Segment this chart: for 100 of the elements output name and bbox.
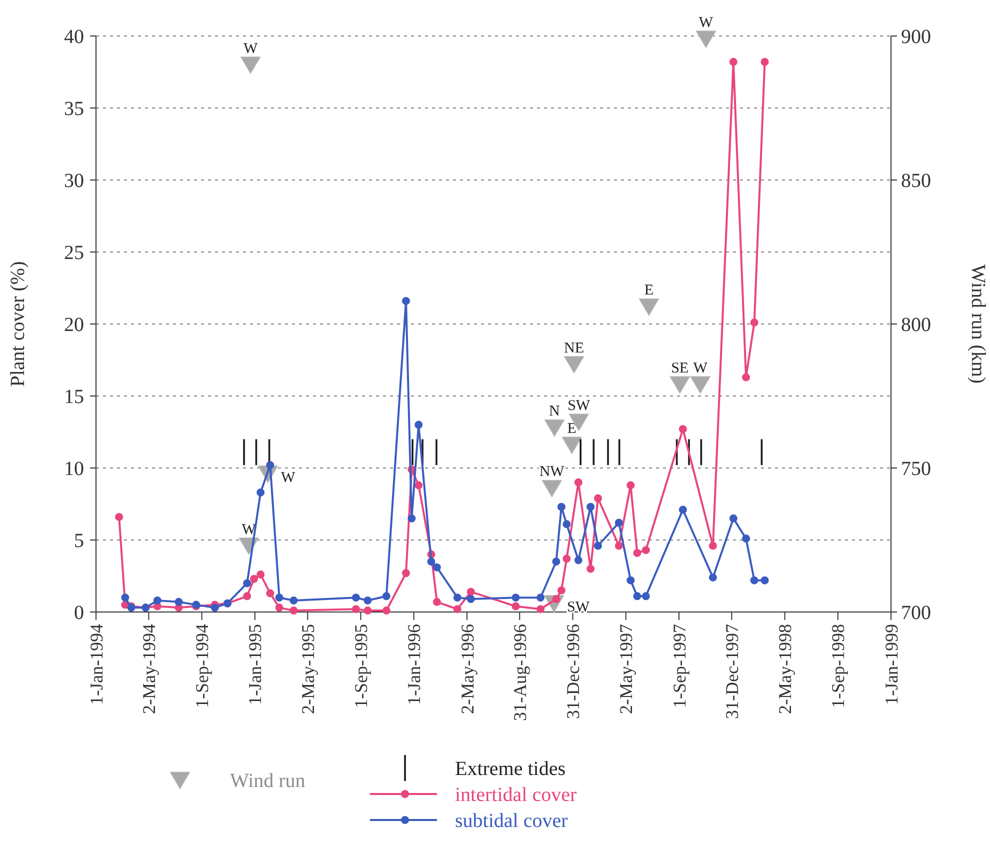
- data-label: SW: [567, 599, 590, 616]
- point: [544, 419, 565, 437]
- point: [290, 596, 298, 604]
- x-tick-label: 1-Sep-1998: [828, 624, 848, 708]
- y2-tick-label: 800: [901, 314, 931, 336]
- point: [552, 558, 560, 566]
- point: [708, 573, 717, 582]
- point: [574, 478, 582, 486]
- data-label: W: [243, 40, 258, 57]
- point: [427, 558, 436, 566]
- point: [432, 563, 441, 572]
- point: [586, 564, 595, 573]
- data-label: NW: [539, 464, 566, 480]
- legend-label: intertidal cover: [455, 784, 577, 806]
- point: [382, 606, 390, 615]
- point: [642, 546, 650, 554]
- point: [594, 494, 602, 502]
- x-tick-label: 1-Jan-1995: [245, 624, 266, 705]
- point: [557, 502, 566, 511]
- point: [542, 480, 562, 498]
- data-label: NE: [564, 340, 584, 356]
- x-tick-label: 1-Jan-1996: [404, 624, 424, 705]
- legend-label: Wind run: [230, 770, 306, 792]
- point: [742, 373, 750, 382]
- y2-tick-label: 900: [901, 26, 931, 48]
- point: [402, 296, 410, 305]
- point: [586, 502, 595, 511]
- point: [690, 376, 711, 394]
- x-tick-label: 31-Dec-1997: [722, 624, 742, 719]
- point: [614, 518, 623, 527]
- point: [210, 604, 219, 612]
- x-tick-label: 1-Jan-1994: [86, 624, 106, 705]
- text: Extreme tides: [455, 758, 566, 780]
- point: [760, 58, 769, 66]
- point: [153, 596, 162, 604]
- point: [670, 376, 690, 394]
- point: [614, 542, 623, 550]
- point: [512, 602, 520, 610]
- point: [633, 592, 642, 600]
- y-tick-label: 40: [64, 26, 84, 48]
- point: [466, 595, 475, 604]
- x-tick-label: 2-May-1996: [457, 624, 478, 714]
- point: [678, 506, 687, 514]
- point: [638, 298, 660, 316]
- data-label: W: [280, 470, 296, 486]
- point: [275, 594, 284, 602]
- point: [432, 598, 441, 606]
- y2-tick-label: 700: [901, 602, 931, 624]
- point: [121, 594, 130, 602]
- point: [750, 318, 758, 327]
- point: [626, 481, 635, 490]
- point: [696, 30, 716, 48]
- point: [536, 605, 545, 614]
- data-label: E: [567, 420, 576, 437]
- point: [256, 570, 265, 579]
- x-tick-label: 2-May-1994: [138, 624, 159, 714]
- point: [352, 605, 360, 614]
- point: [562, 436, 582, 454]
- point: [552, 595, 560, 604]
- point: [240, 56, 261, 74]
- point: [574, 556, 582, 564]
- point: [562, 554, 571, 563]
- y2-axis-title: Wind run (km): [967, 264, 989, 384]
- point: [115, 512, 124, 521]
- y-tick-label: 30: [64, 170, 84, 192]
- x-tick-label: 2-May-1995: [298, 624, 318, 714]
- point: [708, 542, 717, 550]
- point: [352, 594, 360, 602]
- y2-tick-label: 850: [901, 170, 931, 192]
- y-tick-label: 35: [64, 98, 84, 120]
- point: [414, 420, 423, 429]
- x-tick-label: 31-Dec-1996: [563, 624, 584, 719]
- point: [266, 589, 274, 598]
- point: [414, 481, 423, 490]
- point: [512, 594, 520, 602]
- y-tick-label: 10: [64, 458, 84, 480]
- point: [382, 592, 390, 600]
- x-tick-label: 2-May-1997: [616, 624, 636, 714]
- data-label: W: [698, 14, 714, 31]
- point: [250, 574, 258, 583]
- point: [729, 58, 738, 66]
- x-tick-label: 1-Sep-1994: [192, 624, 212, 708]
- data-label: E: [644, 282, 654, 299]
- point: [642, 592, 650, 600]
- point: [729, 514, 738, 522]
- y-tick-label: 0: [74, 602, 84, 624]
- y-tick-label: 15: [64, 386, 84, 408]
- point: [760, 576, 769, 584]
- y-tick-label: 25: [64, 242, 84, 264]
- legend-label: subtidal cover: [455, 810, 568, 832]
- point: [453, 594, 462, 602]
- data-label: SW: [568, 398, 591, 414]
- point: [453, 605, 462, 614]
- y-tick-label: 5: [74, 530, 84, 552]
- x-tick-label: 2-May-1998: [775, 624, 796, 714]
- y-tick-label: 20: [64, 314, 84, 336]
- point: [364, 606, 372, 615]
- point: [536, 594, 545, 602]
- x-tick-label: 1-Jan-1999: [881, 624, 902, 705]
- x-tick-label: 31-Aug-1996: [510, 624, 530, 721]
